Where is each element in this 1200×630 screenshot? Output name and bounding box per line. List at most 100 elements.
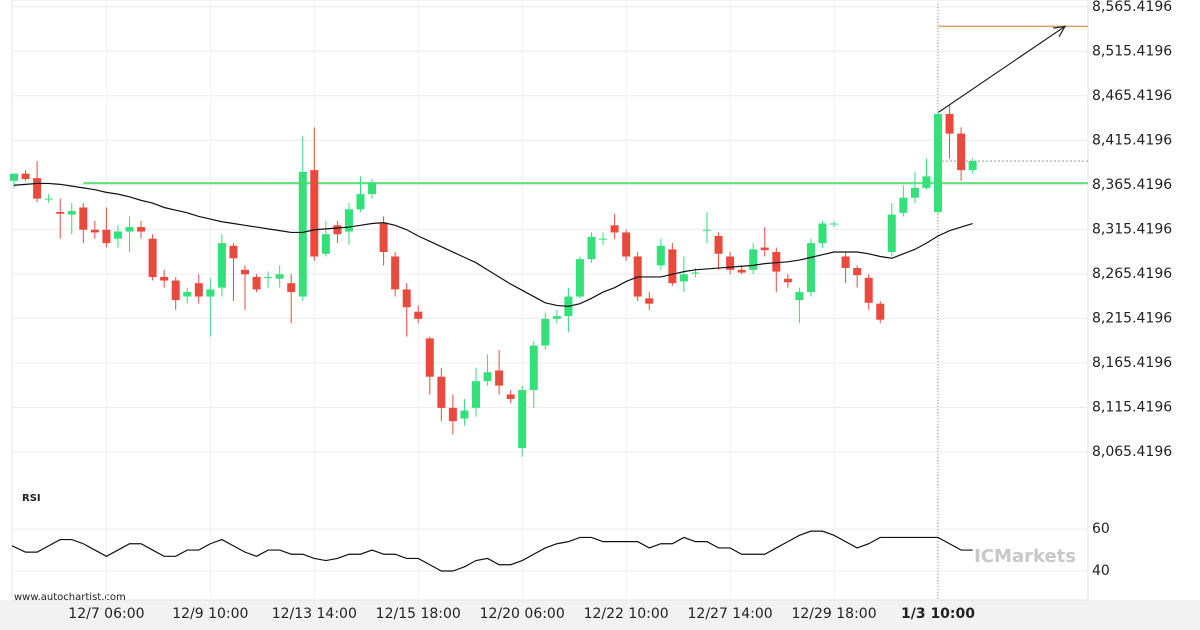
y-tick-label: 8,565.4196 [1092,0,1172,15]
candle-body [599,238,608,240]
candle-body [876,303,885,320]
candle-body [726,256,735,270]
candle-body [425,338,434,377]
candle-body [402,289,411,308]
candle-body [957,133,966,171]
candle-body [379,223,388,253]
x-tick-label: 12/20 06:00 [480,606,565,622]
candle-body [460,410,469,419]
y-tick-label: 8,215.4196 [1092,310,1172,326]
candle-body [529,345,538,391]
candle-body [691,272,700,274]
candle-body [21,173,30,179]
candle-body [102,229,111,244]
x-tick-label: 12/7 06:00 [68,606,144,622]
candle-body [206,289,215,297]
candle-body [356,194,365,210]
y-tick-label: 8,465.4196 [1092,88,1172,104]
candle-body [656,245,665,266]
candle-body [56,211,65,214]
y-tick-label: 8,415.4196 [1092,132,1172,148]
y-tick-label: 8,315.4196 [1092,221,1172,237]
candle-body [171,280,180,301]
candle-body [922,176,931,188]
candle-body [79,207,88,230]
candle-body [368,182,377,195]
candle-body [90,229,99,233]
candle-body [899,197,908,213]
candle-body [287,283,296,293]
candle-body [945,113,954,134]
rsi-tick-label: 40 [1092,563,1110,579]
watermark: ICMarkets [974,546,1076,567]
candle-body [772,252,781,272]
candle-body [610,225,619,233]
candle-body [703,229,711,231]
y-tick-label: 8,515.4196 [1092,43,1172,59]
candle-body [194,283,203,297]
candle-body [645,298,654,304]
x-tick-label: 1/3 10:00 [901,606,975,622]
candle-body [33,178,42,199]
candle-body [183,292,192,297]
candle-body [321,234,330,254]
candle-body [344,209,353,232]
candle-body [714,235,723,254]
candle-body [575,259,584,297]
candle-body [472,381,480,408]
candle-body [414,311,423,319]
candle-body [887,214,896,253]
x-tick-label: 12/22 10:00 [584,606,669,622]
candle-body [44,198,53,200]
candle-body [264,276,273,278]
candle-body [587,236,596,260]
x-axis-strip [0,600,1200,630]
candle-body [934,113,942,212]
source-label: www.autochartist.com [14,592,126,603]
candle-body [749,249,758,270]
candle-body [552,316,561,319]
candle-body [229,245,238,259]
y-tick-label: 8,115.4196 [1092,399,1172,415]
candle-body [160,276,169,281]
candle-body [760,247,769,251]
candle-body [448,407,457,422]
candle-body [217,243,226,288]
x-tick-label: 12/29 18:00 [791,606,876,622]
candle-body [518,390,527,448]
candle-body [841,256,850,269]
x-tick-label: 12/13 14:00 [272,606,357,622]
candle-body [910,187,919,198]
rsi-line [11,530,973,572]
candle-body [679,274,688,282]
candle-body [864,277,873,303]
candle-body [622,232,631,257]
x-tick-label: 12/27 14:00 [688,606,773,622]
rsi-tick-label: 60 [1092,521,1110,537]
candle-body [10,173,18,181]
candle-body [968,161,977,171]
plot-frame [11,0,1089,601]
forecast-arrow [938,25,1066,113]
y-tick-label: 8,165.4196 [1092,355,1172,371]
arrow-head [1053,25,1067,38]
moving-average-line [13,182,973,307]
y-tick-label: 8,265.4196 [1092,266,1172,282]
candle-body [783,278,792,283]
candle-body [853,268,862,276]
candle-body [391,256,400,290]
candle-body [275,274,284,279]
candle-body [541,318,550,346]
candle-body [333,225,342,235]
y-tick-label: 8,365.4196 [1092,177,1172,193]
candle-body [125,227,134,232]
candle-body [113,231,122,239]
candle-body [252,276,261,290]
candle-body [241,269,249,275]
candle-body [67,211,76,215]
candle-body [148,238,157,277]
candle-body [495,370,504,386]
candle-body [795,292,804,301]
